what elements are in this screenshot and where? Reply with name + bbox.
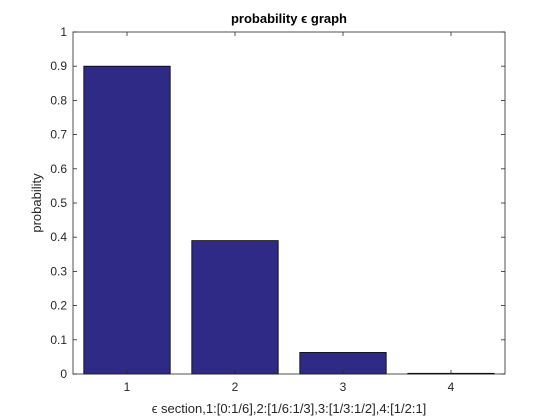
y-tick-label: 0.1 [50, 333, 67, 347]
x-tick-label: 2 [232, 380, 239, 394]
y-tick-label: 0.9 [50, 59, 67, 73]
y-tick-label: 0 [60, 367, 67, 381]
y-tick-label: 0.2 [50, 299, 67, 313]
y-tick-label: 0.7 [50, 128, 67, 142]
x-axis-label: ϵ section,1:[0:1/6],2:[1/6:1/3],3:[1/3:1… [152, 401, 427, 416]
bars-group [83, 65, 495, 375]
bar-1 [83, 65, 171, 375]
x-tick-label: 3 [340, 380, 347, 394]
y-tick-label: 0.3 [50, 264, 67, 278]
y-tick-label: 0.4 [50, 230, 67, 244]
x-tick-label: 1 [124, 380, 131, 394]
chart-title: probability ϵ graph [231, 11, 347, 26]
y-tick-label: 0.5 [50, 196, 67, 210]
ticks-group: 0 0.1 0.2 0.3 0.4 0.5 0.6 0.7 0.8 0.9 1 1 2 3 4 [50, 25, 505, 394]
x-tick-label: 4 [448, 380, 455, 394]
y-tick-label: 0.8 [50, 93, 67, 107]
y-tick-label: 0.6 [50, 162, 67, 176]
y-tick-label: 1 [60, 25, 67, 39]
bar-2 [191, 240, 279, 375]
y-axis-label: probability [29, 173, 44, 233]
